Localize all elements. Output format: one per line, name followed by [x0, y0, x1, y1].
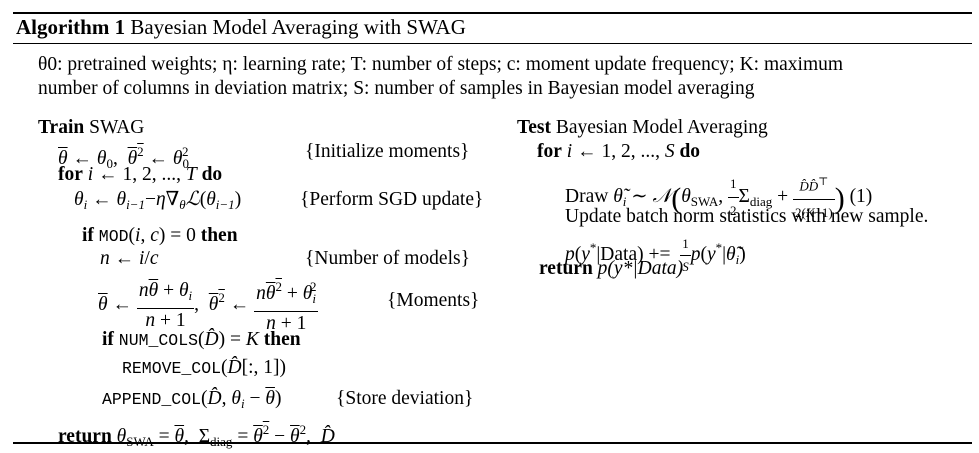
draw-label: Draw: [565, 186, 609, 208]
remove-col-function: REMOVE_COL: [122, 359, 222, 378]
sgd-update-line: θi ← θi−1−η∇θℒ(θi−1): [74, 189, 242, 212]
model-count-line: n ← i/c: [100, 248, 159, 269]
description-line-2: number of columns in deviation matrix; S…: [38, 78, 755, 99]
append-col-line: APPEND_COL(D̂, θi − θ): [102, 388, 282, 411]
algorithm-label: Algorithm 1: [16, 15, 126, 39]
remove-col-line: REMOVE_COL(D̂[:, 1]): [122, 357, 287, 378]
train-keyword: Train: [38, 117, 85, 138]
equation-number: (1): [849, 186, 873, 208]
if-mod-line: if MOD(i, c) = 0 then: [82, 225, 238, 246]
header-rule: [13, 43, 972, 44]
algorithm-header: Algorithm 1 Bayesian Model Averaging wit…: [16, 16, 466, 38]
models-comment: {Number of models}: [305, 248, 470, 269]
store-comment: {Store deviation}: [336, 388, 474, 409]
algorithm-title: Bayesian Model Averaging with SWAG: [130, 15, 466, 39]
test-return-value: p(y*|Data): [597, 258, 684, 279]
bottom-rule: [13, 442, 972, 444]
train-heading: Train SWAG: [38, 117, 144, 139]
description-line-1: θ0: pretrained weights; η: learning rate…: [38, 54, 844, 75]
draw-sample-line: Draw θ̃i ∼ 𝒩(θSWA, 1 2 Σdiag + D̂D̂⊤ 2(K−1)…: [565, 169, 872, 226]
moments-update-line: θ ← nθ + θi n + 1, θ2 ← nθ2 + θi2 n + 1: [98, 279, 319, 334]
mod-function: MOD: [98, 227, 129, 246]
update-bn-line: Update batch norm statistics with new sa…: [565, 206, 929, 227]
train-for-line: for i ← 1, 2, ..., T do: [58, 164, 223, 185]
moments-comment: {Moments}: [387, 290, 480, 311]
sgd-comment: {Perform SGD update}: [300, 189, 484, 210]
train-name: SWAG: [89, 117, 145, 138]
train-return-line: return θSWA = θ, Σdiag = θ2 − θ2, D̂: [58, 422, 335, 449]
test-heading: Test Bayesian Model Averaging: [517, 117, 768, 139]
num-cols-function: NUM_COLS: [118, 331, 199, 350]
append-col-function: APPEND_COL: [102, 390, 202, 409]
test-for-line: for i ← 1, 2, ..., S do: [537, 141, 701, 162]
top-rule: [13, 12, 972, 14]
test-keyword: Test: [517, 117, 551, 138]
test-name: Bayesian Model Averaging: [555, 117, 768, 138]
test-return-line: return p(y*|Data): [539, 258, 684, 279]
init-comment: {Initialize moments}: [305, 141, 470, 162]
if-num-cols-line: if NUM_COLS(D̂) = K then: [102, 329, 301, 350]
train-init-line: θ ← θ0, θ2 ← θ02: [58, 144, 189, 171]
